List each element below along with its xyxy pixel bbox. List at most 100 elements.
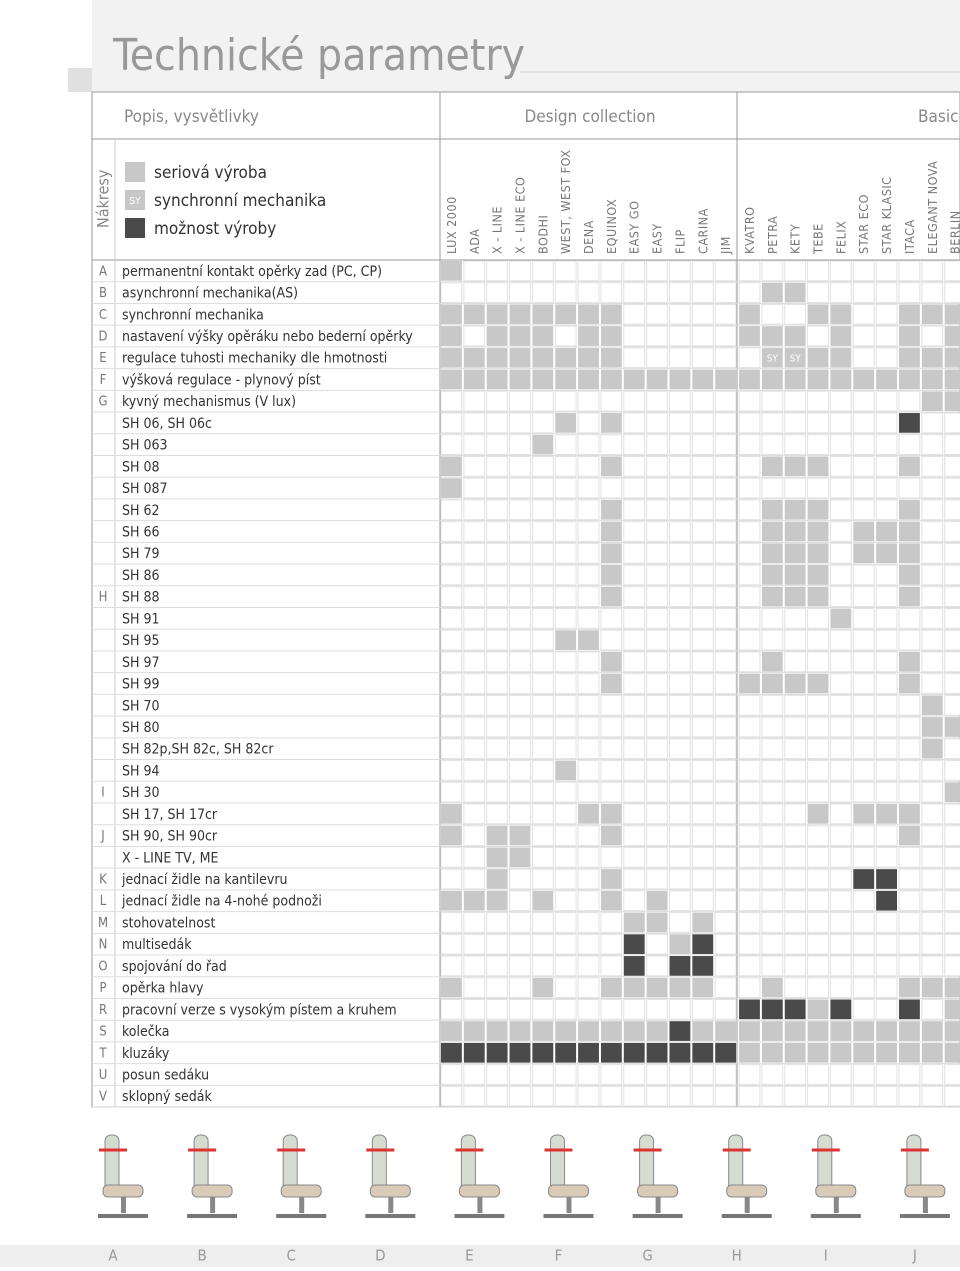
matrix-cell <box>509 825 531 846</box>
column-label: STAR KLASIC <box>879 176 894 254</box>
matrix-cell <box>669 977 691 998</box>
matrix-cell <box>784 825 807 846</box>
legend-swatch <box>125 218 145 238</box>
matrix-cell <box>738 586 761 608</box>
matrix-cell <box>829 390 852 412</box>
matrix-cell <box>646 586 669 608</box>
matrix-cell <box>714 998 737 1020</box>
matrix-cell <box>898 760 921 781</box>
matrix-cell <box>921 564 944 586</box>
matrix-cell <box>646 434 669 455</box>
matrix-cell <box>852 781 875 803</box>
matrix-cell <box>944 282 960 303</box>
matrix-cell <box>714 1085 737 1107</box>
matrix-cell <box>463 977 486 998</box>
matrix-cell <box>830 1021 852 1041</box>
matrix-cell <box>600 260 623 282</box>
matrix-cell <box>898 912 921 933</box>
matrix-cell <box>577 521 600 542</box>
column-label: X - LINE <box>490 206 505 254</box>
row-label: multisedák <box>122 937 192 953</box>
matrix-cell <box>463 716 486 738</box>
matrix-cell <box>463 542 486 564</box>
matrix-cell <box>921 629 944 651</box>
matrix-cell <box>646 325 669 347</box>
matrix-cell <box>440 412 463 434</box>
matrix-cell <box>875 564 898 586</box>
row-group: G <box>98 395 107 410</box>
matrix-cell <box>944 586 960 608</box>
matrix-cell <box>875 325 898 347</box>
row-label: permanentní kontakt opěrky zad (PC, CP) <box>122 264 382 280</box>
matrix-cell <box>852 716 875 738</box>
matrix-cell <box>623 868 646 890</box>
matrix-cell <box>509 347 531 368</box>
matrix-cell <box>944 999 960 1020</box>
matrix-cell <box>829 542 852 564</box>
row-label: synchronní mechanika <box>122 307 264 323</box>
matrix-cell <box>531 412 554 434</box>
chair-seat <box>369 1184 411 1198</box>
matrix-cell <box>463 304 485 325</box>
matrix-cell <box>509 390 531 412</box>
column-label: STAR ECO <box>856 194 871 254</box>
matrix-cell <box>623 956 645 976</box>
matrix-cell <box>807 804 829 824</box>
matrix-cell <box>761 456 783 477</box>
matrix-cell <box>486 890 508 911</box>
matrix-cell <box>921 868 944 890</box>
chair-post <box>655 1197 661 1213</box>
matrix-cell <box>463 1085 486 1107</box>
matrix-cell <box>578 304 599 325</box>
matrix-cell <box>441 326 462 346</box>
matrix-cell <box>577 1064 600 1085</box>
matrix-cell <box>921 412 944 434</box>
matrix-cell <box>898 608 921 629</box>
matrix-cell <box>875 477 898 499</box>
matrix-cell <box>738 282 761 303</box>
column-label: ADA <box>467 229 482 254</box>
matrix-cell <box>669 998 691 1020</box>
matrix-cell <box>691 564 714 586</box>
matrix-cell <box>463 260 486 282</box>
matrix-cell <box>440 499 463 521</box>
matrix-cell <box>944 391 960 412</box>
row-group: I <box>101 786 104 801</box>
matrix-cell <box>761 390 784 412</box>
matrix-cell <box>600 543 622 564</box>
matrix-cell <box>555 760 577 781</box>
matrix-cell <box>463 825 486 846</box>
matrix-cell <box>600 651 622 672</box>
matrix-cell <box>577 477 600 499</box>
matrix-cell <box>532 304 554 325</box>
matrix-cell <box>509 847 531 868</box>
matrix-cell <box>784 803 807 825</box>
matrix-cell <box>715 1042 737 1063</box>
matrix-cell <box>761 260 784 282</box>
matrix-cell <box>600 629 623 651</box>
matrix-cell <box>555 1021 577 1041</box>
chair-seat <box>726 1184 768 1198</box>
matrix-cell <box>440 846 463 868</box>
matrix-cell <box>623 912 645 933</box>
matrix-cell <box>623 977 645 998</box>
matrix-cell <box>531 955 554 977</box>
chair-post <box>566 1197 572 1213</box>
matrix-cell <box>440 629 463 651</box>
matrix-cell <box>852 390 875 412</box>
matrix-cell <box>691 825 714 846</box>
matrix-cell <box>714 629 737 651</box>
matrix-cell <box>440 542 463 564</box>
matrix-cell <box>875 998 898 1020</box>
matrix-cell <box>807 1021 829 1041</box>
matrix-cell <box>829 629 852 651</box>
matrix-cell <box>600 955 623 977</box>
matrix-cell <box>807 543 829 564</box>
matrix-cell <box>852 608 875 629</box>
matrix-cell <box>531 564 554 586</box>
matrix-cell <box>600 977 622 998</box>
matrix-cell <box>578 1021 599 1041</box>
matrix-cell <box>784 912 807 933</box>
matrix-cell <box>646 608 669 629</box>
matrix-cell <box>807 347 829 368</box>
